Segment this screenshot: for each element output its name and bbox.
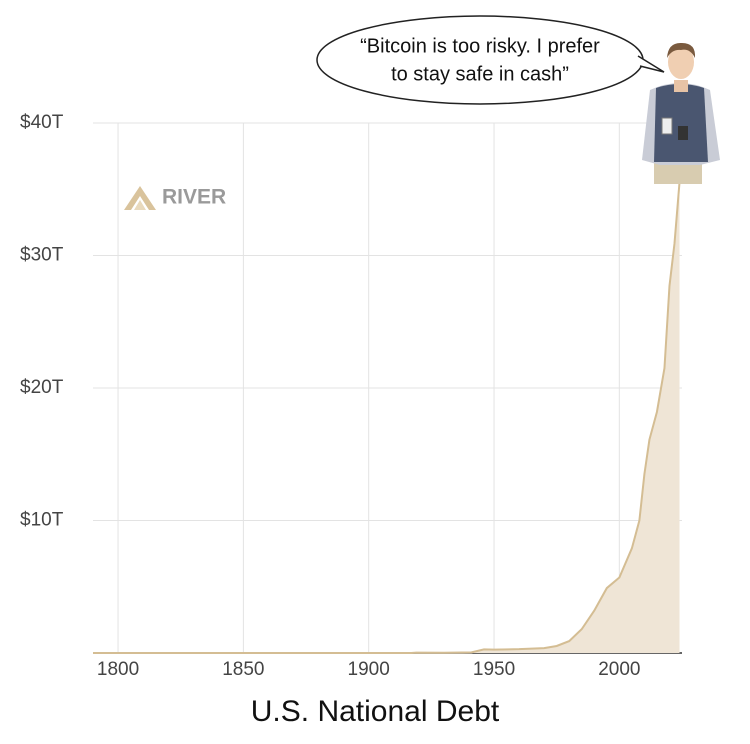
area-line: [93, 182, 681, 654]
x-tick-label: 1850: [222, 659, 264, 680]
quote-line: “Bitcoin is too risky. I prefer: [360, 35, 600, 57]
x-tick-label: 2000: [598, 659, 640, 680]
hair: [667, 42, 696, 58]
badge: [678, 126, 688, 140]
logo-text: RIVER: [162, 186, 226, 209]
y-tick-label: $20T: [20, 377, 64, 398]
grid-layer: $10T $20T $30T $40T 1800 1850 1900 1950 2000: [20, 112, 682, 680]
data-layer: [93, 182, 681, 654]
x-tick-label: 1900: [348, 659, 390, 680]
x-tick-label: 1800: [97, 659, 139, 680]
y-tick-label: $40T: [20, 112, 64, 133]
area-fill: [93, 182, 680, 653]
neck: [674, 80, 688, 92]
person-illustration: [642, 42, 720, 184]
cup: [661, 117, 673, 135]
y-tick-label: $10T: [20, 510, 64, 531]
quote-line: to stay safe in cash”: [391, 63, 569, 85]
logo-icon: [124, 186, 156, 210]
face: [668, 45, 694, 79]
y-tick-label: $30T: [20, 245, 64, 266]
logo-icon: [134, 200, 146, 210]
x-tick-label: 1950: [473, 659, 515, 680]
vest: [654, 84, 708, 162]
speech-bubble: “Bitcoin is too risky. I prefer to stay …: [316, 15, 665, 105]
bubble-tail: [637, 55, 665, 73]
bubble-shape: [316, 15, 644, 105]
chart-title: U.S. National Debt: [251, 695, 500, 728]
logo: RIVER: [124, 186, 226, 210]
